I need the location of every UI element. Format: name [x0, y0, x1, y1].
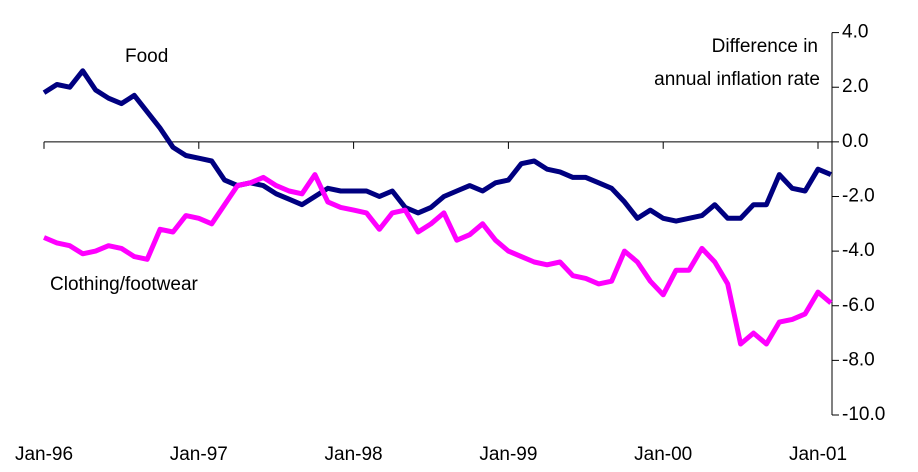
x-tick-label: Jan-98 — [325, 444, 383, 465]
y-tick-label: -2.0 — [842, 186, 875, 207]
x-tick-label: Jan-96 — [15, 444, 73, 465]
x-tick-label: Jan-01 — [789, 444, 847, 465]
series-label: Clothing/footwear — [50, 274, 199, 295]
y-tick-label: 4.0 — [842, 22, 868, 43]
axis-label: Difference in — [712, 36, 818, 57]
y-tick-label: 2.0 — [842, 76, 868, 97]
series-line — [43, 172, 833, 347]
series-label: Food — [125, 46, 168, 67]
y-tick-label: -8.0 — [842, 349, 875, 370]
y-tick-label: -6.0 — [842, 295, 875, 316]
x-tick-label: Jan-00 — [634, 444, 692, 465]
y-tick-label: 0.0 — [842, 131, 868, 152]
x-tick-label: Jan-97 — [170, 444, 228, 465]
x-tick-label: Jan-99 — [479, 444, 537, 465]
y-tick-label: -10.0 — [842, 404, 885, 425]
y-tick-label: -4.0 — [842, 240, 875, 261]
series-line — [42, 68, 832, 224]
axis-label: annual inflation rate — [654, 69, 820, 90]
